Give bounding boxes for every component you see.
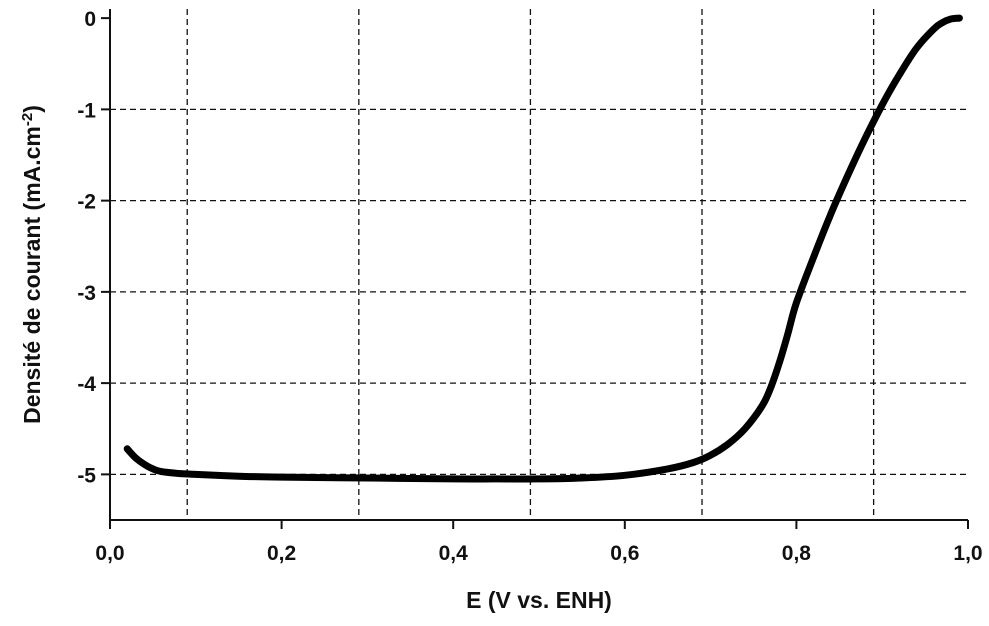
x-tick-label: 1,0 (953, 542, 982, 565)
x-tick-label: 0,4 (439, 542, 469, 565)
x-tick-label: 0,0 (95, 542, 124, 565)
y-axis-title-main: Densité de courant (mA.cm (19, 126, 45, 424)
series-line (123, 14, 963, 483)
series-layer (123, 14, 963, 483)
grid (110, 9, 968, 520)
ticks: 0 -1 -2 -3 -4 -5 0,0 0,2 0,4 0,6 0,8 1,0 (77, 8, 982, 565)
x-tick-label: 0,8 (782, 542, 812, 565)
y-tick-label: -3 (77, 282, 96, 305)
y-tick-label: -2 (77, 191, 96, 214)
y-axis-title-superscript: -2 (19, 113, 36, 126)
y-tick-label: -4 (77, 373, 96, 396)
y-tick-label: -5 (77, 464, 96, 487)
x-tick-label: 0,2 (267, 542, 296, 565)
y-tick-label: 0 (84, 8, 96, 31)
y-axis-title: Densité de courant (mA.cm-2) (19, 105, 46, 424)
y-tick-label: -1 (77, 99, 96, 122)
y-axis-title-close: ) (19, 105, 45, 113)
x-tick-label: 0,6 (610, 542, 639, 565)
axes (109, 9, 968, 521)
x-axis-title: E (V vs. ENH) (466, 587, 612, 613)
